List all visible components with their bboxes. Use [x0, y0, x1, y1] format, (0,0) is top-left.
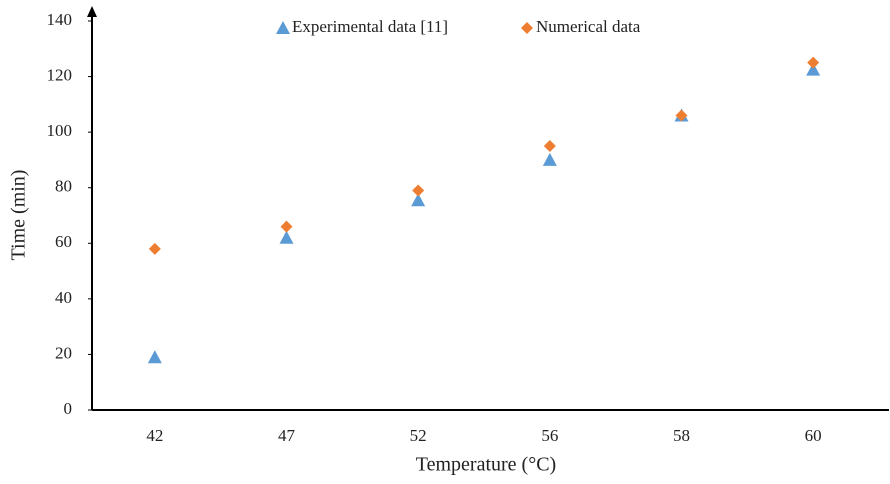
x-tick-label: 56: [541, 426, 558, 445]
y-axis-arrow: [87, 6, 97, 17]
marker: [279, 230, 294, 244]
marker: [411, 193, 426, 207]
x-tick-label: 60: [805, 426, 822, 445]
marker: [806, 62, 821, 76]
y-tick-label: 0: [64, 399, 73, 418]
y-tick-label: 40: [55, 288, 72, 307]
x-tick-label: 52: [410, 426, 427, 445]
y-tick-label: 80: [55, 177, 72, 196]
marker: [543, 140, 556, 153]
y-axis-title: Time (min): [8, 170, 30, 261]
x-tick-label: 42: [146, 426, 163, 445]
legend-marker: [521, 22, 533, 34]
y-tick-label: 120: [47, 65, 73, 84]
y-tick-label: 20: [55, 343, 72, 362]
y-tick-label: 100: [47, 121, 73, 140]
legend-label: Numerical data: [536, 17, 641, 36]
y-tick-label: 140: [47, 10, 73, 29]
marker: [147, 350, 162, 364]
marker: [807, 56, 820, 69]
marker: [675, 109, 688, 122]
legend-marker: [276, 21, 290, 34]
marker: [542, 152, 557, 166]
y-tick-label: 60: [55, 232, 72, 251]
marker: [280, 220, 293, 233]
x-tick-label: 47: [278, 426, 296, 445]
x-tick-label: 58: [673, 426, 690, 445]
marker: [148, 242, 161, 255]
marker: [412, 184, 425, 197]
x-axis-title: Temperature (°C): [416, 454, 556, 476]
legend-label: Experimental data [11]: [292, 17, 448, 36]
